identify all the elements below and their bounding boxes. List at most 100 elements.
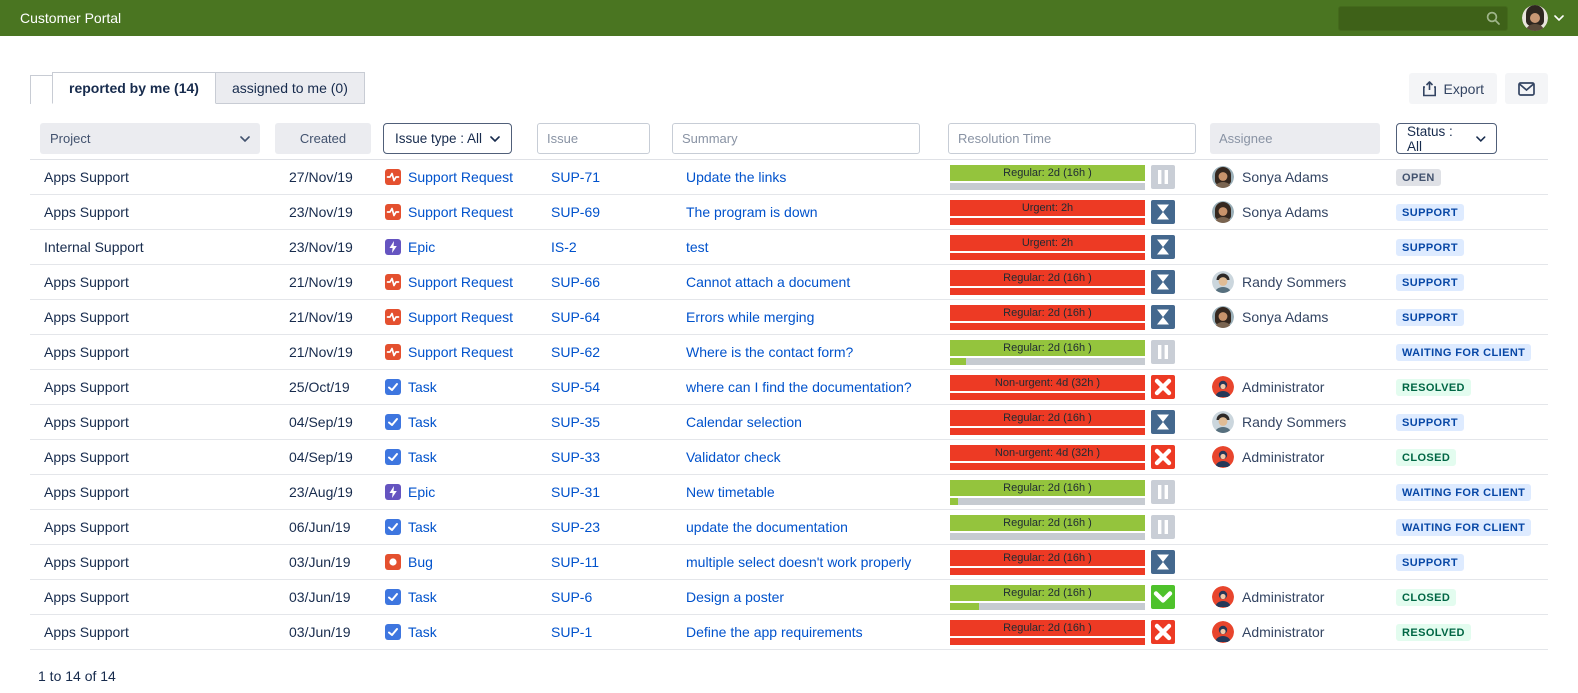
- issue-key-link[interactable]: SUP-11: [551, 554, 599, 570]
- issue-type-link[interactable]: Epic: [408, 239, 436, 255]
- task-glyph: [388, 383, 398, 391]
- table-row: Internal Support 23/Nov/19 Epic IS-2 test Urg…: [30, 230, 1548, 265]
- sla-progress-fill: [950, 567, 1145, 575]
- sla-progress-track: [950, 357, 1145, 365]
- created-cell: 03/Jun/19: [289, 624, 351, 640]
- global-search[interactable]: [1338, 5, 1508, 31]
- issue-key-cell: IS-2: [537, 239, 672, 255]
- created-cell: 21/Nov/19: [289, 309, 353, 325]
- issue-key-link[interactable]: SUP-54: [551, 379, 601, 395]
- issue-key-link[interactable]: SUP-69: [551, 204, 601, 220]
- summary-cell: Calendar selection: [672, 414, 948, 430]
- issue-key-link[interactable]: IS-2: [551, 239, 577, 255]
- summary-link[interactable]: New timetable: [686, 484, 775, 500]
- tab-assigned-to-me[interactable]: assigned to me (0): [215, 72, 365, 104]
- assignee-cell: Administrator: [1200, 586, 1382, 608]
- tabs-row: reported by me (14) assigned to me (0) E…: [30, 72, 1548, 104]
- sla-bar: Regular: 2d (16h ): [950, 339, 1145, 356]
- issue-key-link[interactable]: SUP-71: [551, 169, 601, 185]
- hourglass-icon: [1151, 550, 1175, 574]
- admin-avatar-image: [1212, 376, 1234, 398]
- issue-type-link[interactable]: Bug: [408, 554, 433, 570]
- task-icon: [385, 379, 401, 395]
- sla-bar: Regular: 2d (16h ): [950, 409, 1145, 426]
- issue-key-link[interactable]: SUP-23: [551, 519, 601, 535]
- email-button[interactable]: [1505, 73, 1548, 104]
- issue-type-link[interactable]: Task: [408, 414, 437, 430]
- sla-progress-fill: [950, 462, 1145, 470]
- issue-type-link[interactable]: Support Request: [408, 344, 514, 360]
- export-button[interactable]: Export: [1408, 73, 1497, 104]
- issue-type-link[interactable]: Task: [408, 379, 437, 395]
- status-badge: SUPPORT: [1396, 239, 1464, 256]
- summary-link[interactable]: The program is down: [686, 204, 818, 220]
- issue-type-link[interactable]: Support Request: [408, 204, 514, 220]
- summary-cell: Errors while merging: [672, 309, 948, 325]
- pause-glyph: [1158, 345, 1168, 359]
- support-request-icon: [385, 309, 401, 325]
- summary-link[interactable]: where can I find the documentation?: [686, 379, 912, 395]
- task-glyph: [388, 523, 398, 531]
- project-filter-select[interactable]: Project: [40, 123, 260, 154]
- issue-type-link[interactable]: Support Request: [408, 274, 514, 290]
- global-search-input[interactable]: [1345, 10, 1485, 26]
- issue-key-link[interactable]: SUP-33: [551, 449, 601, 465]
- summary-link[interactable]: Design a poster: [686, 589, 785, 605]
- summary-filter-input[interactable]: [672, 123, 920, 154]
- summary-link[interactable]: Where is the contact form?: [686, 344, 854, 360]
- status-cell: RESOLVED: [1382, 623, 1548, 641]
- user-menu[interactable]: [1522, 5, 1564, 31]
- resolution-time-filter-input[interactable]: [948, 123, 1196, 154]
- hourglass-icon: [1151, 410, 1175, 434]
- status-badge: WAITING FOR CLIENT: [1396, 484, 1532, 501]
- issue-type-filter-select[interactable]: Issue type : All: [383, 123, 512, 154]
- assignee-filter-input[interactable]: [1210, 123, 1380, 154]
- issue-type-link[interactable]: Support Request: [408, 169, 514, 185]
- issue-type-cell: Task: [383, 519, 537, 535]
- pause-icon: [1151, 515, 1175, 539]
- issue-key-link[interactable]: SUP-6: [551, 589, 593, 605]
- status-filter-select[interactable]: Status : All: [1396, 123, 1497, 154]
- sonya-avatar-image: [1212, 201, 1234, 223]
- issue-key-link[interactable]: SUP-64: [551, 309, 601, 325]
- created-column-header[interactable]: Created: [275, 123, 371, 154]
- issue-key-link[interactable]: SUP-66: [551, 274, 601, 290]
- summary-link[interactable]: Update the links: [686, 169, 787, 185]
- summary-link[interactable]: Calendar selection: [686, 414, 802, 430]
- issue-key-link[interactable]: SUP-62: [551, 344, 601, 360]
- created-cell: 06/Jun/19: [289, 519, 351, 535]
- issue-filter-input[interactable]: [537, 123, 650, 154]
- issue-type-link[interactable]: Epic: [408, 484, 436, 500]
- issue-key-link[interactable]: SUP-1: [551, 624, 593, 640]
- issue-type-cell: Task: [383, 624, 537, 640]
- table-row: Apps Support 03/Jun/19 Task SUP-1 Define the…: [30, 615, 1548, 650]
- sla-bars: Urgent: 2h: [950, 234, 1145, 260]
- tab-reported-by-me[interactable]: reported by me (14): [52, 72, 216, 104]
- summary-link[interactable]: multiple select doesn't work properly: [686, 554, 912, 570]
- project-cell: Internal Support: [44, 239, 144, 255]
- issue-type-link[interactable]: Task: [408, 449, 437, 465]
- issue-key-link[interactable]: SUP-35: [551, 414, 601, 430]
- issue-type-link[interactable]: Support Request: [408, 309, 514, 325]
- summary-link[interactable]: test: [686, 239, 709, 255]
- sla-bars: Regular: 2d (16h ): [950, 584, 1145, 610]
- issue-type-cell: Bug: [383, 554, 537, 570]
- sla-progress-fill: [950, 217, 1145, 225]
- chevron-down-icon: [490, 135, 500, 142]
- tab-stub: [30, 75, 52, 104]
- status-badge: WAITING FOR CLIENT: [1396, 344, 1532, 361]
- issue-type-link[interactable]: Task: [408, 589, 437, 605]
- project-cell: Apps Support: [44, 344, 129, 360]
- x-icon: [1151, 620, 1175, 644]
- summary-link[interactable]: Cannot attach a document: [686, 274, 851, 290]
- summary-link[interactable]: Validator check: [686, 449, 781, 465]
- summary-link[interactable]: Define the app requirements: [686, 624, 863, 640]
- assignee-name: Sonya Adams: [1242, 204, 1329, 220]
- issue-type-link[interactable]: Task: [408, 519, 437, 535]
- issue-key-link[interactable]: SUP-31: [551, 484, 601, 500]
- summary-link[interactable]: update the documentation: [686, 519, 848, 535]
- summary-link[interactable]: Errors while merging: [686, 309, 815, 325]
- issue-key-cell: SUP-35: [537, 414, 672, 430]
- issue-type-link[interactable]: Task: [408, 624, 437, 640]
- assignee-name: Administrator: [1242, 379, 1325, 395]
